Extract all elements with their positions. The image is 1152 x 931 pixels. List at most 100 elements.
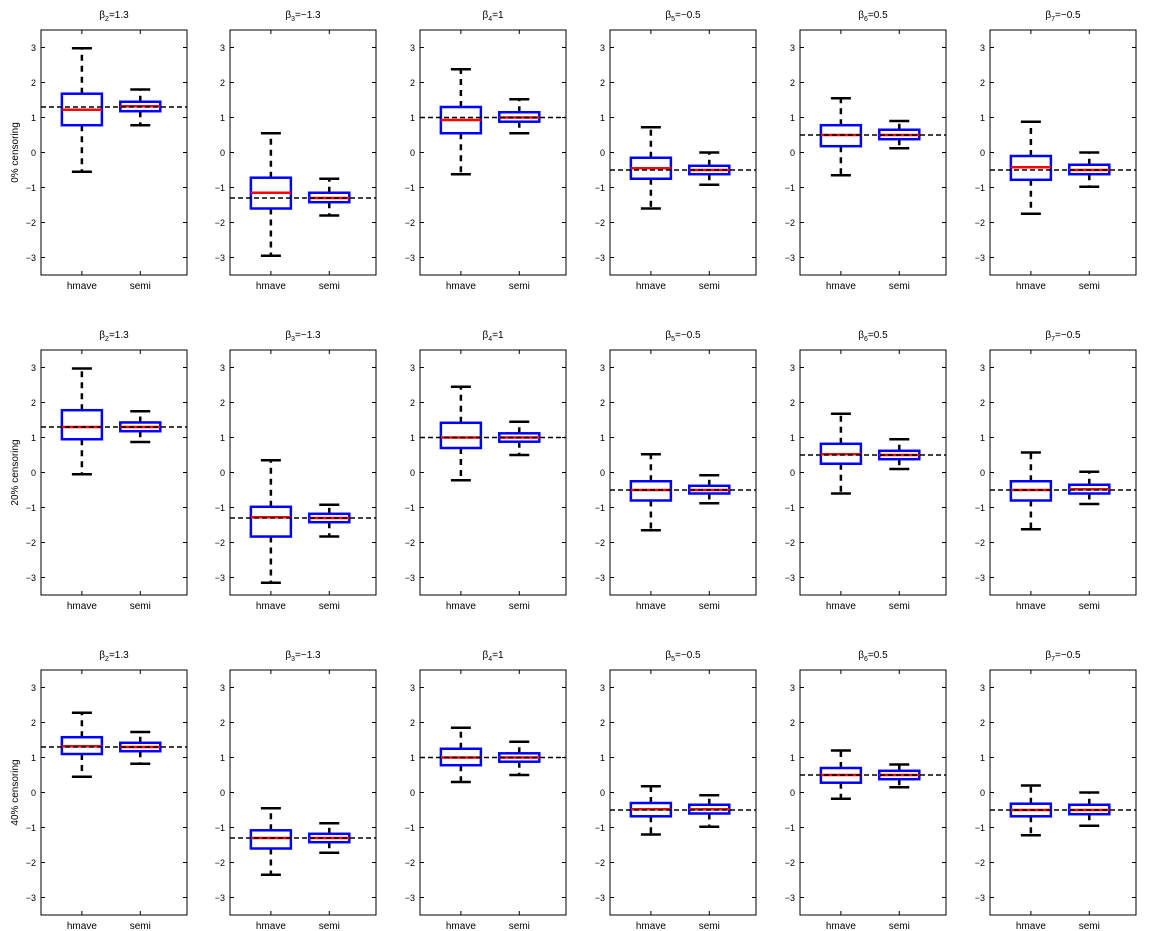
beta-symbol: β <box>1045 330 1051 341</box>
beta-symbol: β <box>482 330 488 341</box>
panel-title: β2=1.3 <box>99 10 129 23</box>
panel-title: β5=−0.5 <box>665 330 701 343</box>
panel: β6=0.5 −3 −2 −1 0 1 2 3 hmave semi <box>785 650 947 931</box>
y-tick-label: −2 <box>215 858 225 868</box>
panel: β5=−0.5 −3 −2 −1 0 1 2 3 hmave semi <box>595 10 757 292</box>
y-tick-label: −2 <box>785 858 795 868</box>
y-tick-label: −1 <box>405 503 415 513</box>
y-tick-label: 3 <box>790 363 795 373</box>
beta-symbol: β <box>1045 650 1051 661</box>
y-tick-label: −3 <box>595 573 605 583</box>
beta-symbol: β <box>858 330 864 341</box>
y-tick-label: −3 <box>975 253 985 263</box>
y-tick-label: −2 <box>26 218 36 228</box>
y-tick-label: 1 <box>600 113 605 123</box>
y-tick-label: 2 <box>980 718 985 728</box>
y-tick-label: 0 <box>410 468 415 478</box>
beta-value: =0.5 <box>868 330 888 341</box>
y-tick-label: 2 <box>410 398 415 408</box>
axes-frame <box>989 349 1137 596</box>
beta-subscript: 3 <box>291 656 295 663</box>
y-tick-label: 3 <box>220 43 225 53</box>
row-label: 40% censoring <box>10 759 21 825</box>
y-tick-label: −1 <box>595 823 605 833</box>
y-tick-label: −1 <box>26 503 36 513</box>
box-hmave <box>60 367 104 476</box>
beta-symbol: β <box>665 330 671 341</box>
y-tick-label: −2 <box>595 538 605 548</box>
x-tick-label: semi <box>509 601 530 612</box>
beta-symbol: β <box>858 650 864 661</box>
axes-frame <box>609 349 757 596</box>
y-tick-label: 3 <box>790 683 795 693</box>
y-tick-label: −1 <box>595 183 605 193</box>
y-tick-label: 1 <box>600 753 605 763</box>
beta-subscript: 6 <box>864 656 868 663</box>
panel-title: β6=0.5 <box>858 10 888 23</box>
x-tick-label: semi <box>130 601 151 612</box>
y-tick-label: 2 <box>600 78 605 88</box>
y-tick-label: 2 <box>600 718 605 728</box>
y-tick-label: 2 <box>220 718 225 728</box>
beta-value: =−0.5 <box>675 10 701 21</box>
y-tick-label: −3 <box>595 893 605 903</box>
beta-subscript: 5 <box>671 336 675 343</box>
x-tick-label: hmave <box>67 601 97 612</box>
beta-value: =0.5 <box>868 10 888 21</box>
y-tick-label: −3 <box>405 253 415 263</box>
x-tick-label: hmave <box>67 281 97 292</box>
y-tick-label: 1 <box>31 433 36 443</box>
y-tick-label: −1 <box>785 183 795 193</box>
beta-symbol: β <box>99 330 105 341</box>
y-tick-label: 0 <box>410 788 415 798</box>
panel: β5=−0.5 −3 −2 −1 0 1 2 3 hmave semi <box>595 330 757 612</box>
y-tick-label: 2 <box>790 718 795 728</box>
axes-frame <box>40 349 188 596</box>
y-tick-label: −2 <box>215 538 225 548</box>
beta-subscript: 4 <box>488 16 492 23</box>
y-tick-label: 3 <box>410 683 415 693</box>
y-tick-label: 3 <box>410 363 415 373</box>
beta-subscript: 2 <box>105 336 109 343</box>
beta-value: =1.3 <box>109 650 129 661</box>
y-tick-label: −1 <box>26 183 36 193</box>
y-tick-label: −2 <box>405 218 415 228</box>
panel-title: β7=−0.5 <box>1045 10 1081 23</box>
axes-frame <box>229 29 377 276</box>
beta-subscript: 2 <box>105 16 109 23</box>
beta-symbol: β <box>285 10 291 21</box>
x-tick-label: hmave <box>826 921 856 931</box>
axes-frame <box>229 349 377 596</box>
panel-title: β4=1 <box>482 330 504 343</box>
y-tick-label: 1 <box>790 113 795 123</box>
panel-title: β3=−1.3 <box>285 10 321 23</box>
x-tick-label: hmave <box>1016 921 1046 931</box>
beta-value: =−0.5 <box>1055 330 1081 341</box>
box-hmave <box>60 46 104 173</box>
y-tick-label: −2 <box>595 218 605 228</box>
axes-frame <box>989 669 1137 916</box>
y-tick-label: 1 <box>410 113 415 123</box>
y-tick-label: 0 <box>980 468 985 478</box>
x-tick-label: hmave <box>67 921 97 931</box>
x-tick-label: semi <box>699 281 720 292</box>
iqr-box <box>249 829 293 850</box>
beta-symbol: β <box>285 330 291 341</box>
y-tick-label: 1 <box>410 753 415 763</box>
y-tick-label: 0 <box>31 148 36 158</box>
x-tick-label: hmave <box>826 281 856 292</box>
y-tick-label: −1 <box>975 503 985 513</box>
y-tick-label: −2 <box>405 538 415 548</box>
panel-title: β7=−0.5 <box>1045 650 1081 663</box>
y-tick-label: 2 <box>980 398 985 408</box>
beta-subscript: 2 <box>105 656 109 663</box>
y-tick-label: 0 <box>31 788 36 798</box>
y-tick-label: 1 <box>220 753 225 763</box>
beta-symbol: β <box>482 650 488 661</box>
y-tick-label: 0 <box>220 148 225 158</box>
x-tick-label: semi <box>319 601 340 612</box>
y-tick-label: 1 <box>31 753 36 763</box>
y-tick-label: −1 <box>26 823 36 833</box>
y-tick-label: −1 <box>785 823 795 833</box>
